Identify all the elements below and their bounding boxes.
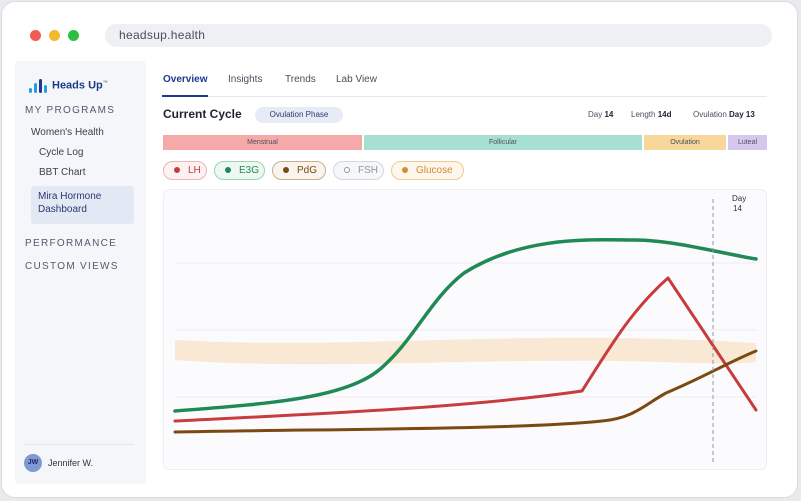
user-name: Jennifer W. [48,458,94,468]
title-bar: headsup.health [2,2,797,62]
phase-ovulation[interactable]: Ovulation [644,135,726,150]
tab-overview[interactable]: Overview [163,74,208,85]
hormone-chip-fsh[interactable]: FSH [333,161,384,180]
user-profile[interactable]: JW Jennifer W. [24,444,134,472]
logo-text: Heads Up™ [52,80,108,92]
logo-bars-icon [29,75,49,93]
fsh-ring-icon [344,167,350,173]
hormone-chip-glucose[interactable]: Glucose [391,161,464,180]
tab-trends[interactable]: Trends [285,74,316,85]
cycle-day: Day 14 [588,110,614,119]
pdg-dot-icon [283,167,289,173]
hormone-chip-lh[interactable]: LH [163,161,207,180]
lh-dot-icon [174,167,180,173]
sidebar-item-womens-health[interactable]: Women's Health [31,127,104,138]
maximize-window-button[interactable] [68,30,79,41]
tab-insights[interactable]: Insights [228,74,263,85]
phase-menstrual[interactable]: Menstrual [163,135,362,150]
hormone-chart: Day 14 [163,189,767,470]
sidebar-item-cycle-log[interactable]: Cycle Log [39,147,84,158]
pdg-line [173,349,758,434]
custom-views-heading[interactable]: CUSTOM VIEWS [25,261,119,272]
sidebar-item-bbt-chart[interactable]: BBT Chart [39,167,86,178]
hormone-chip-pdg[interactable]: PdG [272,161,326,180]
active-tab-indicator [162,95,208,97]
sidebar: Heads Up™ MY PROGRAMS Women's Health Cyc… [15,61,146,484]
current-day-marker-label: Day 14 [732,194,747,213]
tab-lab-view[interactable]: Lab View [336,74,377,85]
tab-bar: Overview Insights Trends Lab View [162,70,767,97]
performance-heading[interactable]: PERFORMANCE [25,238,118,249]
cycle-ovulation: Ovulation Day 13 [693,110,755,119]
avatar: JW [24,454,42,472]
glucose-band [175,337,756,365]
hormone-chart-svg [173,199,758,462]
cycle-length: Length 14d [631,110,672,119]
phase-follicular[interactable]: Follicular [364,135,642,150]
e3g-line [173,238,758,413]
phase-luteal[interactable]: Luteal [728,135,767,150]
minimize-window-button[interactable] [49,30,60,41]
phase-badge: Ovulation Phase [255,107,343,123]
glucose-dot-icon [402,167,408,173]
hormone-chip-e3g[interactable]: E3G [214,161,265,180]
my-programs-heading[interactable]: MY PROGRAMS [25,105,116,116]
logo[interactable]: Heads Up™ [29,75,108,93]
close-window-button[interactable] [30,30,41,41]
page-title: Current Cycle [163,107,242,121]
sidebar-item-mira-hormone-dashboard[interactable]: Mira Hormone Dashboard [31,186,134,224]
lh-line [173,276,758,423]
address-bar[interactable]: headsup.health [105,24,772,47]
e3g-dot-icon [225,167,231,173]
